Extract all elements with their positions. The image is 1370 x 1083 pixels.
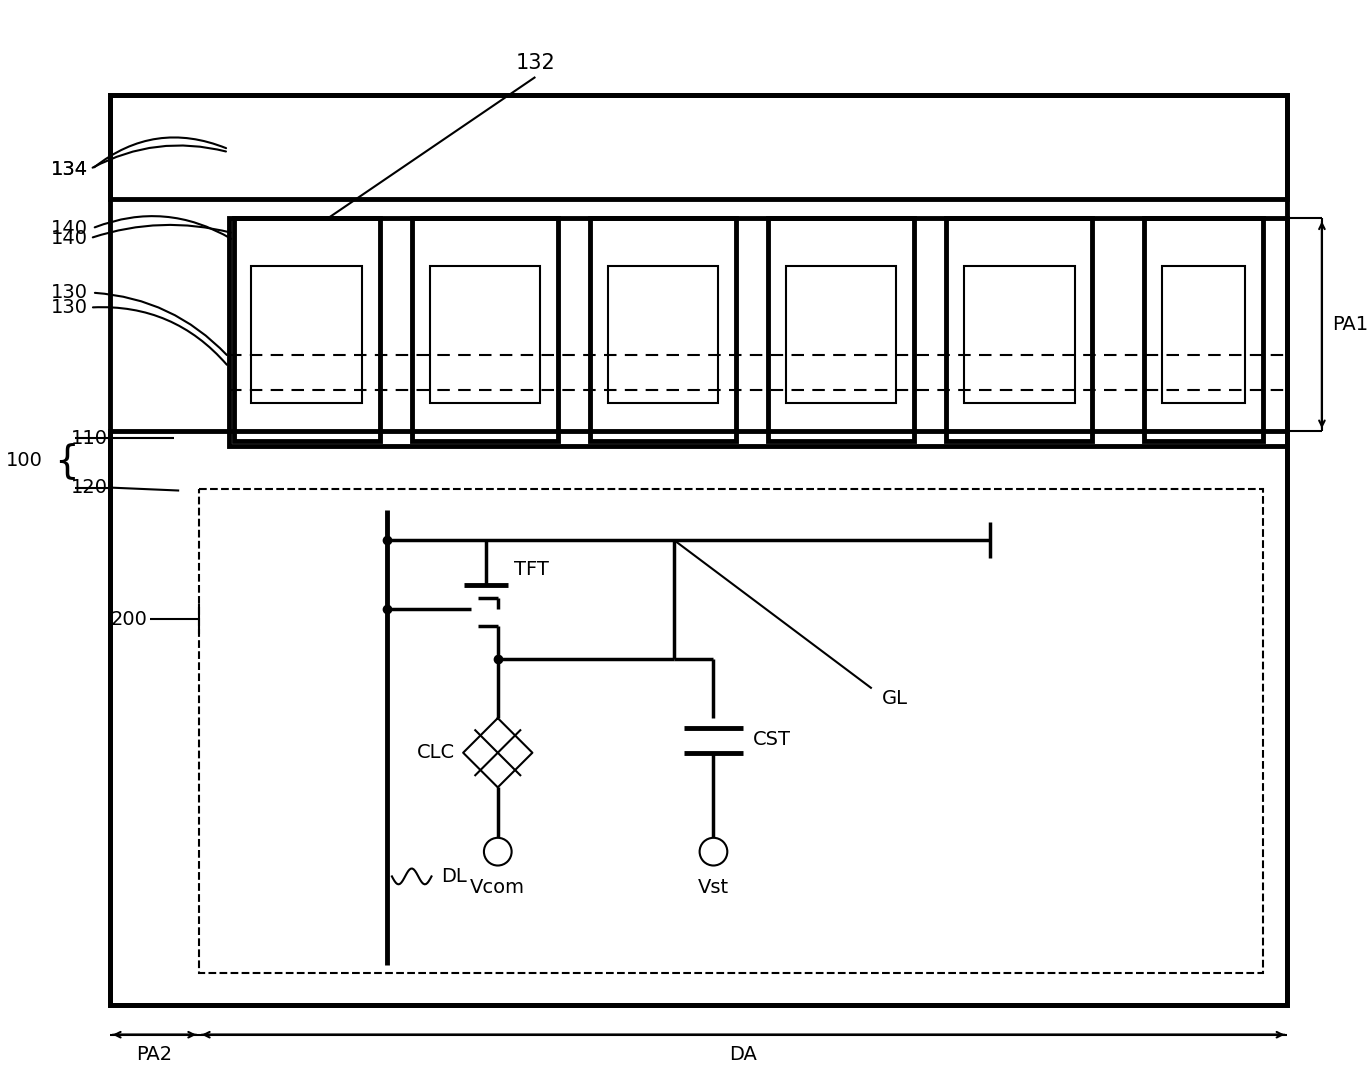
Bar [430, 266, 540, 404]
Text: 200: 200 [111, 610, 148, 628]
Bar [229, 219, 1288, 446]
Bar [590, 219, 736, 441]
Text: DL: DL [441, 866, 467, 886]
Bar [412, 219, 558, 441]
Text: 140: 140 [51, 219, 88, 238]
Bar [767, 219, 914, 441]
Bar [110, 95, 1288, 1005]
Bar [963, 266, 1074, 404]
Text: TFT: TFT [514, 560, 548, 579]
Text: CST: CST [754, 730, 790, 749]
Text: 132: 132 [515, 53, 555, 74]
Text: 130: 130 [51, 283, 88, 302]
Bar [110, 95, 1288, 198]
Bar [1144, 219, 1263, 441]
Bar [199, 488, 1263, 974]
Text: PA2: PA2 [137, 1045, 173, 1064]
Text: CLC: CLC [416, 743, 455, 762]
Bar [234, 219, 379, 441]
Text: 134: 134 [51, 159, 88, 179]
Bar [110, 431, 1288, 1005]
Bar [608, 266, 718, 404]
Bar [945, 219, 1092, 441]
Text: 140: 140 [51, 229, 88, 248]
Text: Vcom: Vcom [470, 878, 525, 897]
Text: Vst: Vst [697, 878, 729, 897]
Text: 110: 110 [71, 429, 108, 447]
Text: 134: 134 [51, 159, 88, 179]
Bar [252, 266, 362, 404]
Bar [1162, 266, 1245, 404]
Text: DA: DA [729, 1045, 758, 1064]
Text: PA1: PA1 [1332, 315, 1367, 334]
Text: GL: GL [882, 689, 908, 708]
Bar [785, 266, 896, 404]
Text: 100: 100 [5, 452, 42, 470]
Text: 130: 130 [51, 298, 88, 317]
Text: {: { [53, 442, 79, 480]
Text: 120: 120 [71, 478, 108, 497]
